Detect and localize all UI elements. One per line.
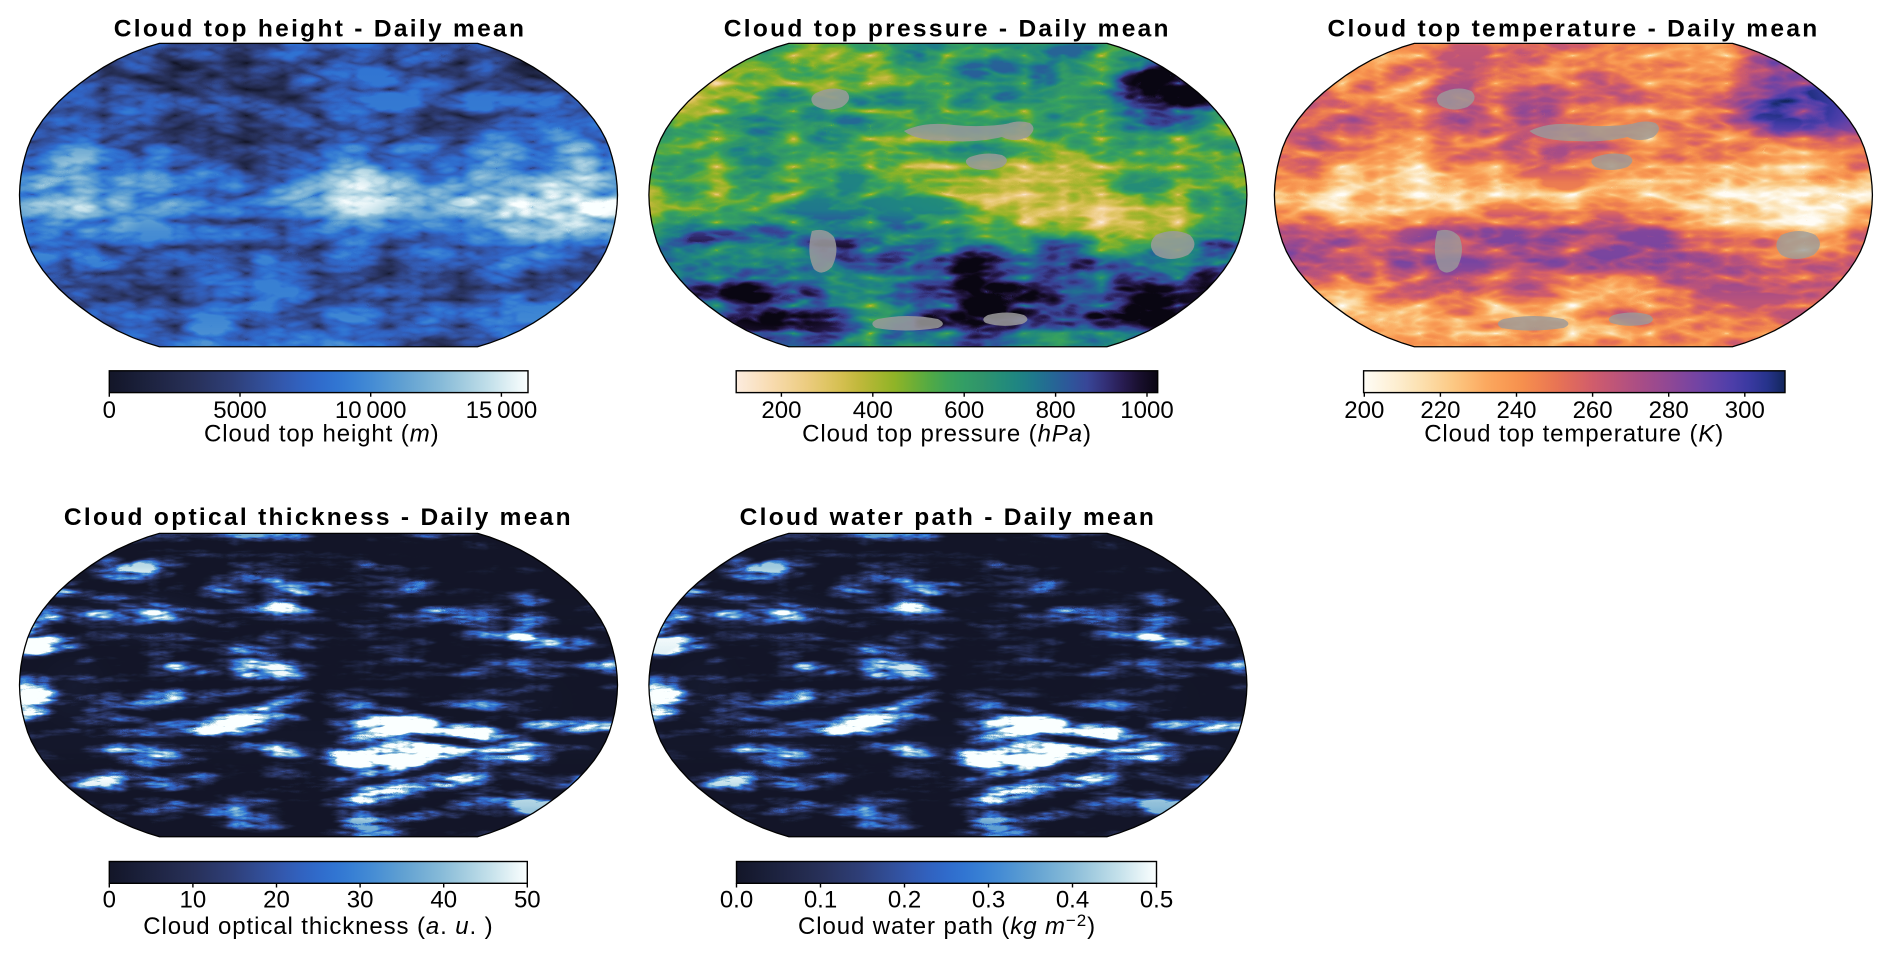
svg-text:220: 220	[1420, 397, 1460, 424]
svg-text:10 000: 10 000	[335, 397, 407, 424]
svg-text:200: 200	[761, 397, 801, 424]
svg-text:240: 240	[1496, 397, 1536, 424]
svg-text:Cloud optical thickness (a. u.: Cloud optical thickness (a. u. )	[143, 913, 493, 940]
svg-text:Cloud top height (m): Cloud top height (m)	[204, 421, 439, 448]
svg-text:Cloud top height - Daily mean: Cloud top height - Daily mean	[114, 16, 526, 43]
svg-text:260: 260	[1573, 397, 1613, 424]
svg-text:0.1: 0.1	[804, 886, 837, 913]
svg-text:1000: 1000	[1120, 397, 1173, 424]
svg-text:10: 10	[180, 886, 207, 913]
svg-text:Cloud top temperature - Daily: Cloud top temperature - Daily mean	[1327, 16, 1819, 43]
svg-text:Cloud water path - Daily mean: Cloud water path - Daily mean	[740, 504, 1157, 531]
svg-text:5000: 5000	[213, 397, 266, 424]
svg-text:280: 280	[1649, 397, 1689, 424]
svg-text:20: 20	[263, 886, 290, 913]
svg-text:Cloud water path (kg m−2): Cloud water path (kg m−2)	[798, 911, 1096, 940]
svg-text:Cloud optical thickness - Dail: Cloud optical thickness - Daily mean	[64, 504, 573, 531]
svg-text:0.3: 0.3	[972, 886, 1005, 913]
svg-text:30: 30	[347, 886, 374, 913]
svg-text:0.4: 0.4	[1056, 886, 1089, 913]
svg-text:400: 400	[853, 397, 893, 424]
svg-text:300: 300	[1725, 397, 1765, 424]
svg-text:0.2: 0.2	[888, 886, 921, 913]
svg-text:200: 200	[1344, 397, 1384, 424]
svg-text:0.5: 0.5	[1140, 886, 1173, 913]
svg-text:600: 600	[944, 397, 984, 424]
svg-text:0: 0	[103, 397, 116, 424]
svg-text:40: 40	[430, 886, 457, 913]
svg-text:15 000: 15 000	[466, 397, 538, 424]
svg-text:Cloud top temperature (K): Cloud top temperature (K)	[1424, 421, 1724, 448]
svg-text:Cloud top pressure (hPa): Cloud top pressure (hPa)	[802, 421, 1092, 448]
svg-text:0: 0	[103, 886, 116, 913]
svg-text:Cloud top pressure - Daily mea: Cloud top pressure - Daily mean	[724, 16, 1171, 43]
svg-text:800: 800	[1036, 397, 1076, 424]
svg-text:50: 50	[514, 886, 541, 913]
svg-text:0.0: 0.0	[720, 886, 753, 913]
